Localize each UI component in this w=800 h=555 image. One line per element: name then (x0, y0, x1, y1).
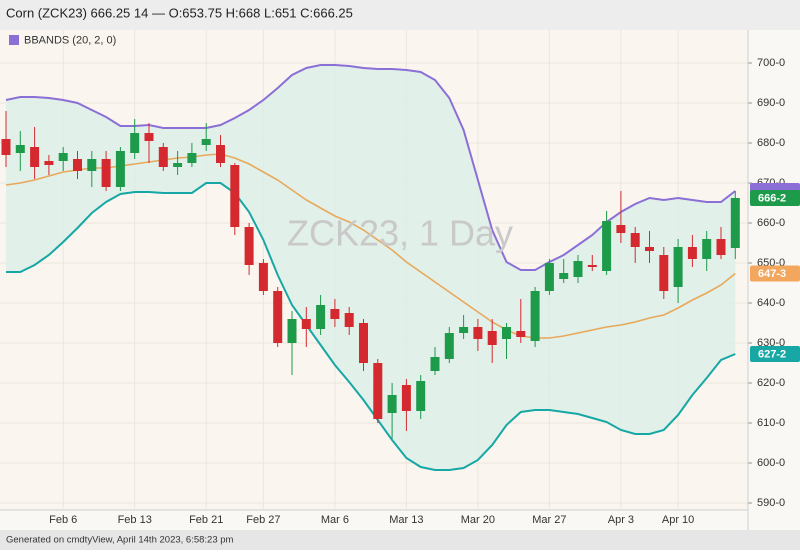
candle-body (659, 255, 669, 291)
x-tick-label: Apr 10 (662, 514, 694, 526)
candle-body (1, 139, 11, 155)
candle-body (702, 239, 712, 259)
candle-body (530, 291, 540, 341)
candle-body (387, 395, 397, 413)
candle-body (15, 145, 25, 153)
candles (1, 111, 740, 439)
candle-body (273, 291, 283, 343)
middle-band (5, 153, 736, 339)
candle-body (416, 381, 426, 411)
candle-body (645, 247, 654, 251)
candle-body (244, 227, 254, 265)
y-tick-label: 690-0 (757, 97, 785, 109)
candle-body (502, 327, 511, 339)
candle-body (444, 333, 454, 359)
candle-body (516, 331, 526, 337)
candle-body (258, 263, 268, 291)
y-tick-label: 630-0 (757, 337, 785, 349)
x-tick-label: Mar 20 (461, 514, 495, 526)
y-tick-label: 680-0 (757, 137, 785, 149)
candle-body (730, 198, 740, 248)
band-fill (6, 65, 736, 470)
candle-body (459, 327, 469, 333)
candle-body (316, 305, 326, 329)
footer-bar (0, 530, 800, 550)
y-tick-label: 660-0 (757, 217, 785, 229)
candle-body (559, 273, 569, 279)
x-tick-label: Mar 13 (389, 514, 423, 526)
candle-body (401, 385, 411, 411)
header-bar (0, 0, 800, 30)
x-tick-label: Feb 6 (49, 514, 77, 526)
candle-body (30, 147, 40, 167)
price-label: 666-2 (758, 192, 786, 204)
candle-body (287, 319, 297, 343)
x-tick-label: Apr 3 (608, 514, 634, 526)
x-axis-area (0, 510, 748, 530)
candle-body (87, 159, 97, 171)
price-label-box (750, 346, 800, 362)
candle-body (687, 247, 697, 259)
candle-body (58, 153, 68, 161)
y-tick-label: 610-0 (757, 417, 785, 429)
price-label: 627-2 (758, 348, 786, 360)
candle-body (616, 225, 626, 233)
candle-body (344, 313, 354, 327)
y-tick-label: 640-0 (757, 297, 785, 309)
candle-body (101, 159, 111, 187)
candle-body (487, 331, 497, 345)
y-tick-label: 620-0 (757, 377, 785, 389)
x-tick-label: Feb 13 (118, 514, 152, 526)
candle-body (158, 147, 168, 167)
candle-body (173, 163, 183, 167)
candle-body (130, 133, 140, 153)
y-tick-label: 590-0 (757, 497, 785, 509)
axes: 590-0600-0610-0620-0630-0640-0650-0660-0… (49, 57, 800, 526)
candle-body (573, 261, 583, 277)
watermark: ZCK23, 1 Day (287, 213, 513, 254)
legend-swatch (9, 35, 19, 45)
candle-body (673, 247, 683, 287)
candle-body (716, 239, 726, 255)
candle-body (44, 161, 54, 165)
candle-body (630, 233, 640, 247)
price-label-box (750, 190, 800, 206)
candle-body (216, 145, 225, 163)
candle-body (230, 165, 240, 227)
price-label-box (750, 265, 800, 282)
candle-body (373, 363, 383, 419)
candle-body (330, 309, 340, 319)
candle-body (187, 153, 197, 163)
candle-body (602, 221, 612, 271)
candle-body (359, 323, 368, 363)
chart-title: Corn (ZCK23) 666.25 14 — O:653.75 H:668 … (6, 5, 353, 20)
x-tick-label: Feb 21 (189, 514, 223, 526)
upper-band (5, 64, 736, 271)
candle-body (544, 263, 554, 291)
x-tick-label: Mar 27 (532, 514, 566, 526)
candle-body (587, 265, 597, 267)
bollinger-bands (5, 64, 736, 471)
candle-body (73, 159, 82, 171)
legend-label: BBANDS (20, 2, 0) (24, 34, 116, 46)
candle-body (430, 357, 440, 371)
candle-body (115, 151, 125, 187)
candle-body (301, 319, 311, 329)
candle-body (144, 133, 154, 141)
x-tick-label: Feb 27 (246, 514, 280, 526)
candle-body (201, 139, 211, 145)
x-tick-label: Mar 6 (321, 514, 349, 526)
y-tick-label: 700-0 (757, 57, 785, 69)
price-label: 647-3 (758, 268, 786, 280)
y-tick-label: 600-0 (757, 457, 785, 469)
lower-band (6, 182, 736, 471)
candle-body (473, 327, 483, 339)
footer-text: Generated on cmdtyView, April 14th 2023,… (6, 535, 234, 546)
